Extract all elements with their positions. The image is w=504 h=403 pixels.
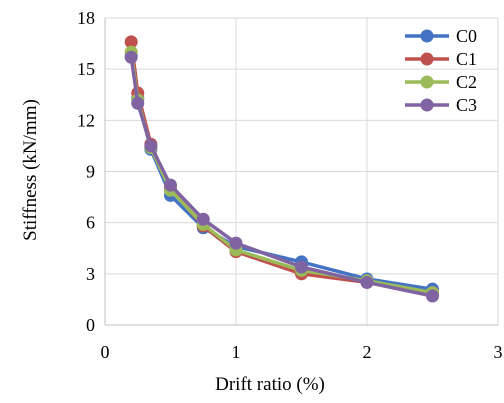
data-point-c3-8 (426, 289, 439, 303)
legend-label-c0: C0 (456, 26, 477, 46)
legend-label-c2: C2 (456, 72, 477, 92)
data-point-c3-0 (124, 50, 138, 64)
legend-marker-c3 (420, 98, 434, 112)
series-line-c3 (129, 55, 435, 298)
data-point-c3-7 (360, 275, 374, 289)
y-tick-label-5: 15 (77, 59, 95, 79)
series-layer (124, 35, 439, 303)
data-point-c3-4 (196, 212, 210, 226)
data-point-c1-0 (124, 35, 138, 49)
y-tick-label-6: 18 (77, 8, 95, 28)
x-tick-label-3: 3 (494, 342, 503, 362)
legend-marker-c0 (420, 29, 434, 43)
grid-layer (105, 17, 499, 325)
legend-label-c3: C3 (456, 95, 477, 115)
y-tick-label-2: 6 (86, 213, 95, 233)
x-tick-label-2: 2 (363, 342, 372, 362)
y-tick-label-1: 3 (86, 264, 95, 284)
data-point-c3-1 (131, 96, 145, 110)
data-point-c3-3 (164, 178, 177, 192)
x-axis-title: Drift ratio (%) (215, 374, 325, 395)
legend-marker-c2 (420, 75, 434, 89)
x-tick-label-1: 1 (232, 342, 241, 362)
series-line-c1 (129, 40, 435, 295)
legend-label-c1: C1 (456, 49, 477, 69)
y-tick-label-3: 9 (86, 162, 95, 182)
y-axis-title: Stiffness (kN/mm) (20, 99, 41, 241)
legend-marker-c1 (420, 52, 434, 66)
data-point-c3-2 (144, 139, 158, 153)
y-tick-label-4: 12 (77, 110, 95, 130)
x-tick-label-0: 0 (101, 342, 110, 362)
legend: C0 C1 C2 C3 (405, 26, 477, 115)
y-tick-label-0: 0 (86, 315, 95, 335)
data-point-c3-6 (295, 260, 308, 274)
series-line-c0 (129, 53, 435, 291)
axis-layer (104, 18, 498, 326)
data-point-c3-5 (229, 236, 243, 250)
